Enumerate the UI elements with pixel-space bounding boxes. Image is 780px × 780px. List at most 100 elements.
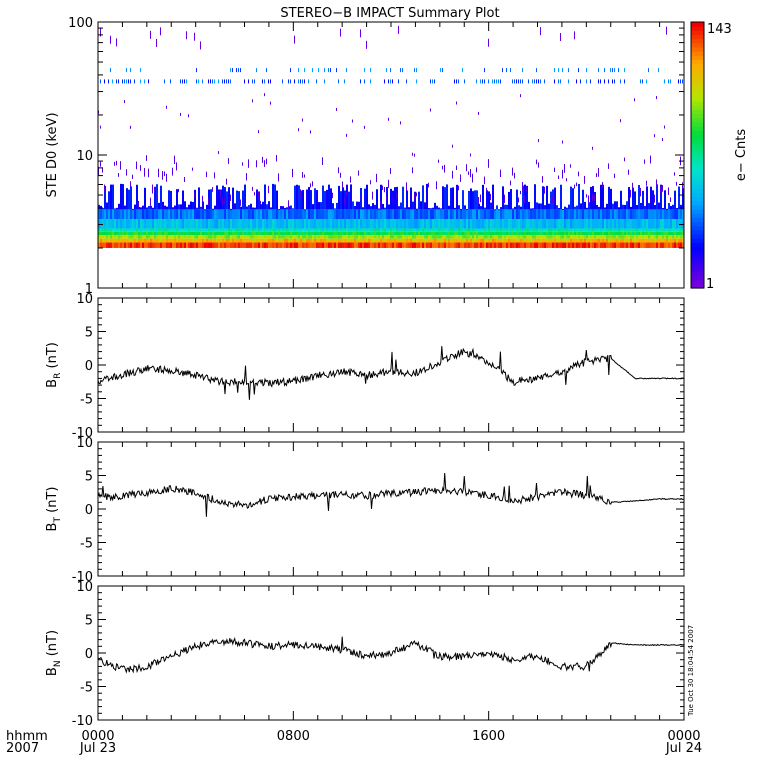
y-tick-label: 10 xyxy=(76,149,93,164)
y-tick-label: -5 xyxy=(80,537,93,552)
colorbar-step xyxy=(691,22,704,27)
x-date-label: Jul 24 xyxy=(665,741,702,756)
colorbar-step xyxy=(691,263,704,268)
x-date-label: Jul 23 xyxy=(79,741,116,756)
panel-frame xyxy=(97,21,685,289)
colorbar-step xyxy=(691,204,704,210)
colorbar-step xyxy=(691,96,704,102)
spectrogram-pixels xyxy=(98,22,704,289)
colorbar-step xyxy=(691,283,704,289)
colorbar-step xyxy=(691,221,704,227)
x-tick-label: 0000 xyxy=(81,729,114,744)
y-tick-label: 0 xyxy=(85,359,93,374)
field-traces xyxy=(97,346,685,674)
colorbar-step xyxy=(691,163,704,169)
colorbar-step xyxy=(691,134,704,139)
colorbar-step xyxy=(691,275,704,281)
colorbar-step xyxy=(691,76,704,81)
colorbar-step xyxy=(691,155,704,160)
colorbar-step xyxy=(691,233,704,239)
field-trace-n xyxy=(97,636,685,674)
colorbar-step xyxy=(691,59,704,65)
y-tick-label: 1 xyxy=(85,282,93,297)
colorbar-step xyxy=(691,171,704,177)
y-tick-label: -10 xyxy=(72,426,93,441)
colorbar-step xyxy=(691,92,704,98)
x-tick-label: 0800 xyxy=(277,729,310,744)
colorbar-step xyxy=(691,55,704,61)
colorbar-step xyxy=(691,84,704,90)
colorbar-step xyxy=(691,167,704,173)
colorbar-step xyxy=(691,196,704,202)
x-tick-label: 1600 xyxy=(472,729,505,744)
field-trace-r xyxy=(97,346,685,400)
colorbar-step xyxy=(691,229,704,235)
colorbar-step xyxy=(691,184,704,189)
colorbar-min-label: 1 xyxy=(706,277,714,292)
colorbar-step xyxy=(691,26,704,31)
colorbar-step xyxy=(691,109,704,115)
field-ylabel: BR (nT) xyxy=(45,342,63,388)
colorbar-step xyxy=(691,179,704,185)
colorbar-step xyxy=(691,42,704,48)
y-tick-label: 5 xyxy=(85,614,93,629)
y-tick-label: -5 xyxy=(80,393,93,408)
colorbar-step xyxy=(691,121,704,127)
colorbar-step xyxy=(691,51,704,56)
colorbar-step xyxy=(691,34,704,40)
y-tick-label: 10 xyxy=(76,580,93,595)
colorbar-step xyxy=(691,188,704,194)
y-tick-label: 10 xyxy=(76,292,93,307)
colorbar-step xyxy=(691,267,704,272)
colorbar-step xyxy=(691,217,704,223)
colorbar-step xyxy=(691,213,704,218)
colorbar-step xyxy=(691,200,704,206)
colorbar-step xyxy=(691,271,704,277)
time-row-label: hhmm xyxy=(6,729,48,744)
colorbar-step xyxy=(691,88,704,94)
colorbar-step xyxy=(691,254,704,260)
colorbar-step xyxy=(691,246,704,252)
colorbar-step xyxy=(691,242,704,248)
plot-title: STEREO−B IMPACT Summary Plot xyxy=(280,6,499,21)
y-tick-label: 100 xyxy=(68,16,93,31)
colorbar-step xyxy=(691,63,704,69)
panel-frame xyxy=(97,441,685,577)
y-tick-label: -5 xyxy=(80,681,93,696)
colorbar-step xyxy=(691,71,704,77)
colorbar-step xyxy=(691,159,704,164)
field-ylabel: BN (nT) xyxy=(45,630,63,676)
y-tick-label: 0 xyxy=(85,503,93,518)
colorbar-step xyxy=(691,125,704,131)
panel-frame xyxy=(97,585,685,721)
colorbar-step xyxy=(691,100,704,106)
colorbar-step xyxy=(691,225,704,231)
colorbar-step xyxy=(691,30,704,36)
colorbar-step xyxy=(691,150,704,156)
colorbar-step xyxy=(691,105,704,110)
colorbar-step xyxy=(691,209,704,214)
colorbar-step xyxy=(691,46,704,52)
y-tick-label: 5 xyxy=(85,470,93,485)
colorbar-step xyxy=(691,279,704,285)
colorbar-max-label: 143 xyxy=(707,22,732,37)
colorbar-step xyxy=(691,117,704,123)
y-tick-label: -10 xyxy=(72,714,93,729)
colorbar-step xyxy=(691,38,704,44)
field-ylabel: BT (nT) xyxy=(45,487,63,532)
colorbar-step xyxy=(691,80,704,85)
colorbar-step xyxy=(691,146,704,152)
colorbar-label: e− Cnts xyxy=(734,129,749,181)
colorbar-step xyxy=(691,192,704,198)
generation-timestamp: Tue Oct 30 18:04:54 2007 xyxy=(687,625,695,717)
year-label: 2007 xyxy=(6,741,39,756)
field-trace-t xyxy=(97,472,684,517)
y-tick-label: 10 xyxy=(76,436,93,451)
heatmap-ylabel: STE D0 (keV) xyxy=(45,112,60,197)
y-tick-label: 0 xyxy=(85,647,93,662)
colorbar-step xyxy=(691,113,704,119)
colorbar-step xyxy=(691,258,704,264)
colorbar-step xyxy=(691,238,704,243)
colorbar-step xyxy=(691,67,704,73)
colorbar-step xyxy=(691,130,704,135)
